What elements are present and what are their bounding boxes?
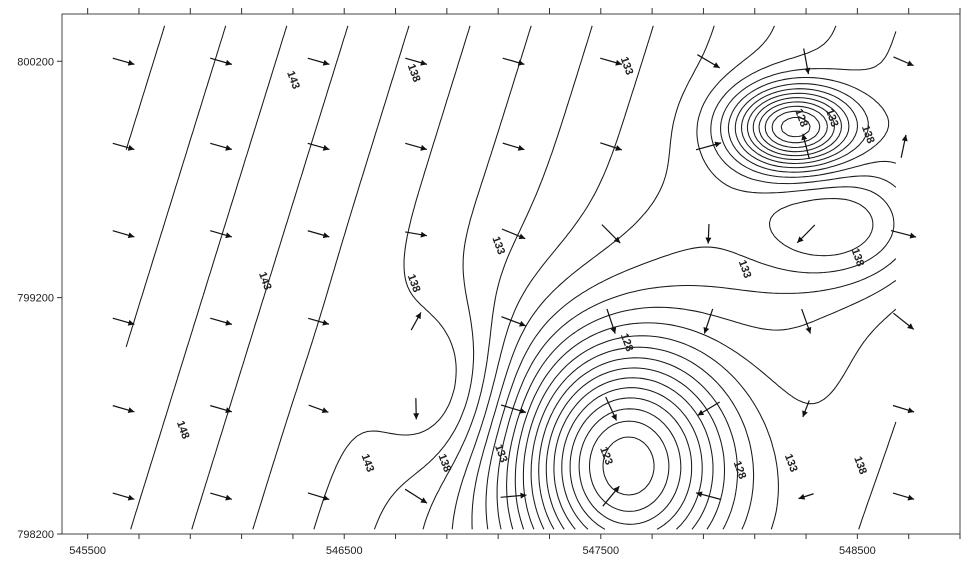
x-tick-label: 546500	[326, 545, 363, 557]
y-tick-label: 798200	[17, 529, 54, 541]
y-tick-label: 799200	[17, 293, 54, 305]
y-tick-label: 800200	[17, 56, 54, 68]
x-tick-label: 545500	[69, 545, 106, 557]
x-tick-label: 547500	[582, 545, 619, 557]
x-tick-label: 548500	[839, 545, 876, 557]
